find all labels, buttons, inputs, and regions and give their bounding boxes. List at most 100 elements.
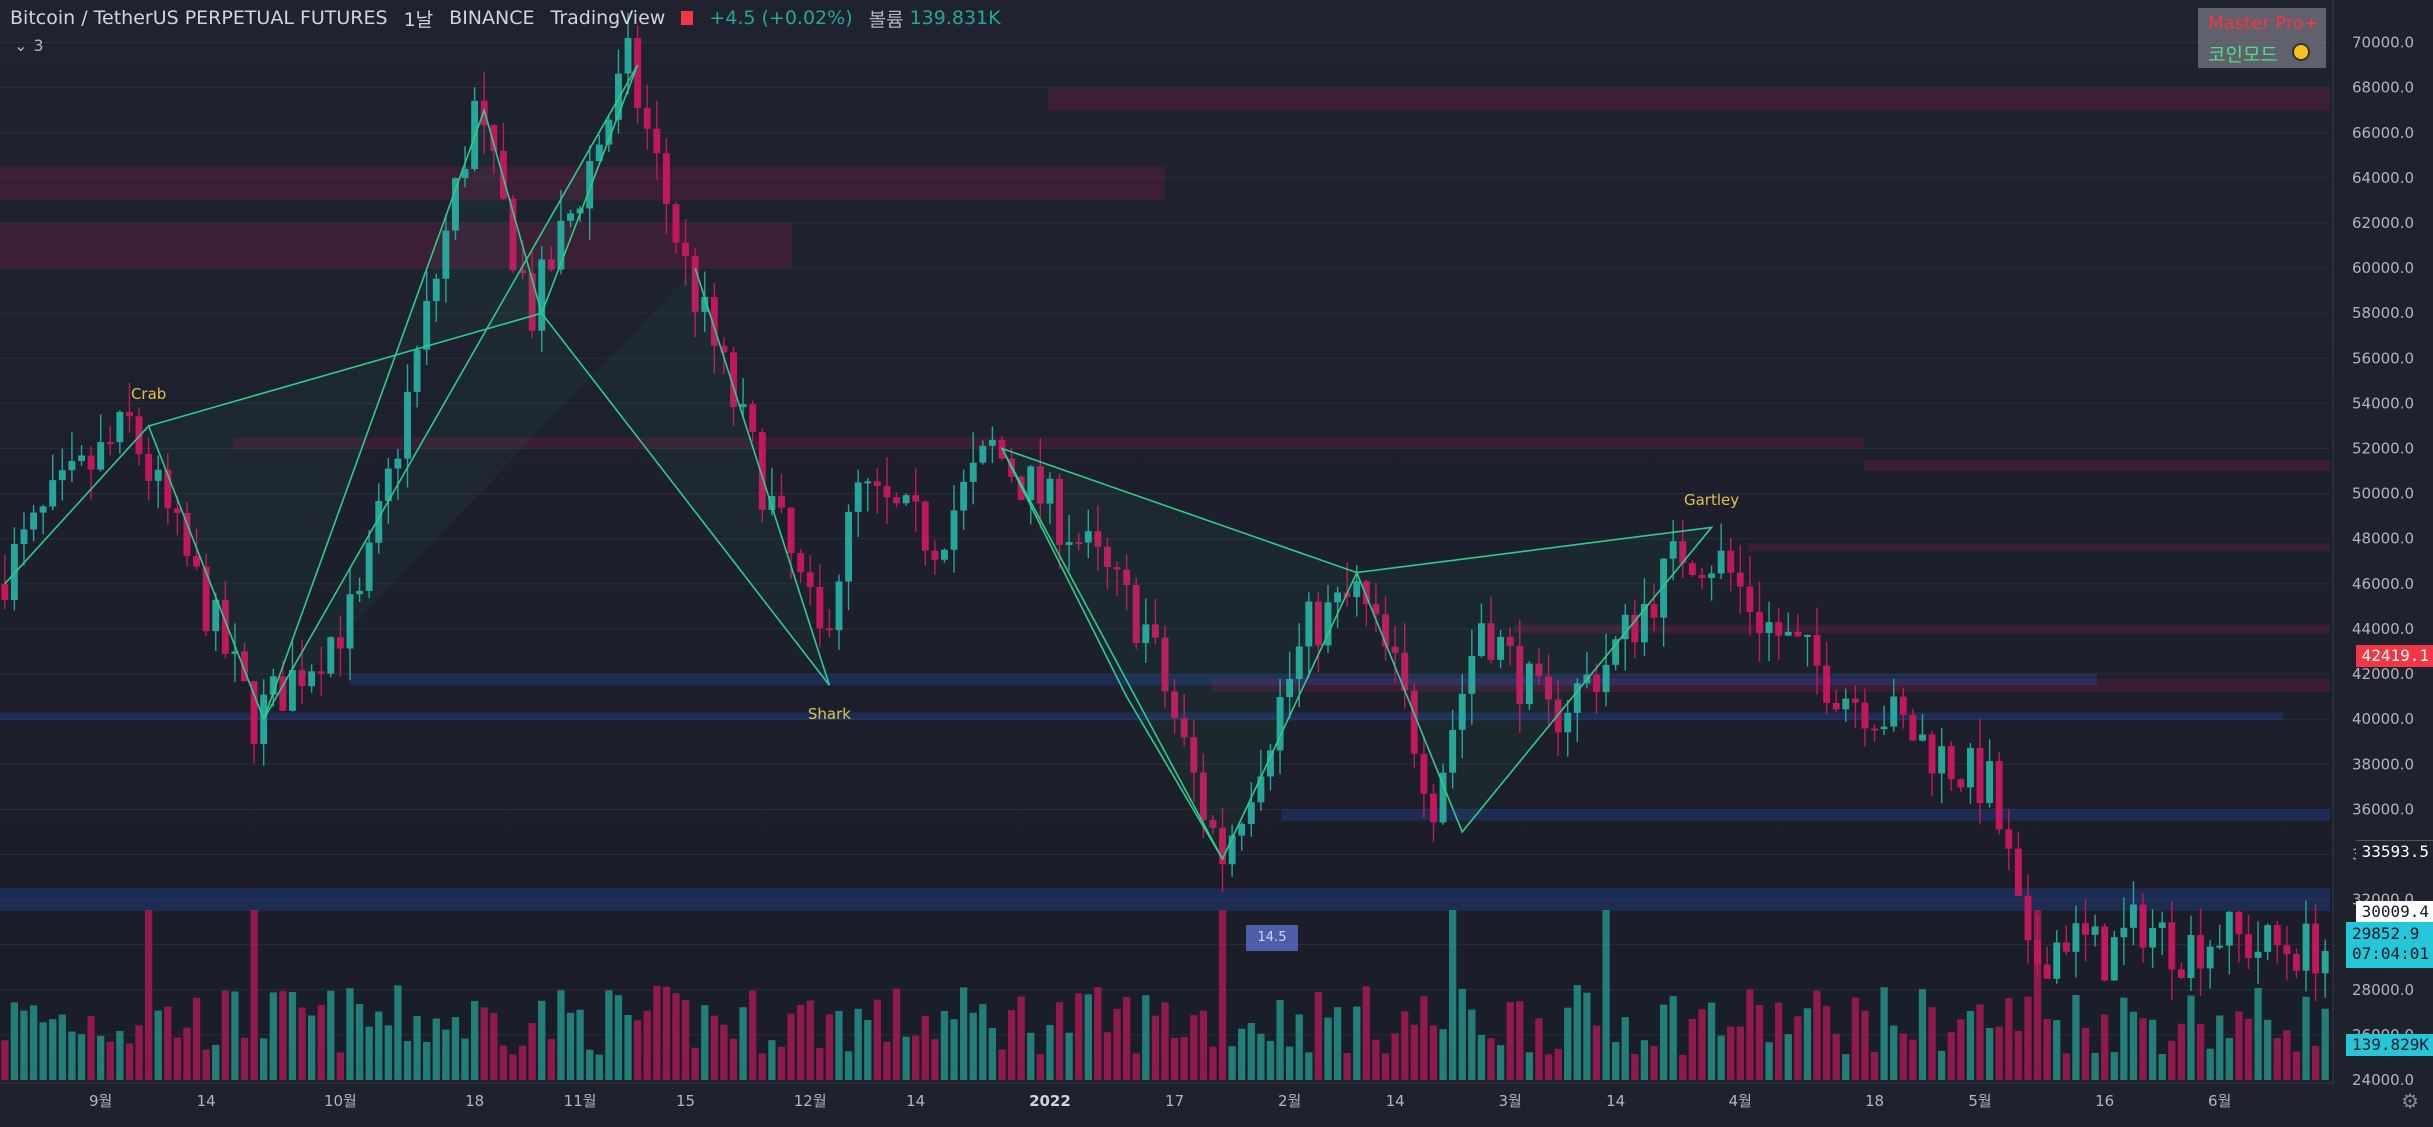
volume-bar xyxy=(1870,1051,1879,1080)
volume-bar xyxy=(413,1015,421,1080)
candle-body xyxy=(1851,698,1859,703)
candle-body xyxy=(2177,969,2185,978)
candle-body xyxy=(1727,550,1735,573)
volume-bar xyxy=(2283,1030,2291,1080)
volume-bar xyxy=(1938,1050,1946,1080)
candle-body xyxy=(269,676,277,695)
volume-bar xyxy=(701,1005,709,1080)
candle-body xyxy=(1919,734,1926,741)
gear-icon[interactable]: ⚙ xyxy=(2401,1089,2419,1113)
symbol-title[interactable]: Bitcoin / TetherUS PERPETUAL FUTURES xyxy=(10,7,388,29)
volume-bar xyxy=(1170,1037,1179,1080)
volume-bar xyxy=(442,1029,450,1080)
candle-body xyxy=(202,566,210,632)
volume-bar xyxy=(998,1049,1006,1080)
volume-bar xyxy=(614,995,623,1080)
volume-bar xyxy=(1094,987,1102,1080)
volume-bar xyxy=(355,1004,364,1080)
candle-body xyxy=(672,204,680,243)
candle-body xyxy=(1928,734,1936,774)
price-tick-label: 42000.0 xyxy=(2352,665,2414,683)
volume-bar xyxy=(586,1049,594,1080)
candle-body xyxy=(39,506,47,513)
volume-bar xyxy=(835,1010,843,1080)
volume-bar xyxy=(1065,1032,1073,1080)
volume-bar xyxy=(1410,1024,1418,1080)
candle-body xyxy=(730,352,737,408)
volume-bar xyxy=(1621,1017,1629,1080)
candle-body xyxy=(538,259,546,331)
candle-body xyxy=(1880,726,1888,730)
candle-body xyxy=(183,512,191,557)
volume-bar xyxy=(1487,1038,1495,1080)
candle-body xyxy=(787,507,795,554)
candle-body xyxy=(720,345,728,353)
candle-body xyxy=(864,481,872,484)
interval-label[interactable]: 1날 xyxy=(403,8,434,31)
flag-icon[interactable] xyxy=(681,11,694,25)
candle-body xyxy=(1832,702,1840,710)
indicators-toggle[interactable]: ⌄ 3 xyxy=(14,36,44,55)
time-tick-label: 14 xyxy=(197,1092,216,1110)
candle-body xyxy=(2264,925,2272,952)
volume-bar xyxy=(1084,994,1092,1080)
candle-body xyxy=(1353,581,1361,598)
candle-body xyxy=(758,432,766,510)
volume-bar xyxy=(365,1026,373,1080)
volume-bar xyxy=(1142,995,1150,1080)
candle-body xyxy=(595,144,603,162)
candle-body xyxy=(1756,611,1763,633)
candle-body xyxy=(1775,622,1783,636)
candle-body xyxy=(547,259,555,270)
price-tick-label: 44000.0 xyxy=(2352,620,2414,638)
volume-bar xyxy=(499,1045,508,1080)
candle-body xyxy=(499,150,507,199)
volume-bar xyxy=(1036,1054,1044,1080)
candle-body xyxy=(1525,663,1533,705)
supply-zone xyxy=(1747,543,2330,552)
candle-body xyxy=(1362,581,1370,605)
time-tick-label: 18 xyxy=(465,1092,484,1110)
volume-bar xyxy=(1544,1054,1553,1080)
candle-body xyxy=(2014,848,2022,896)
candle-body xyxy=(1247,802,1255,824)
volume-bar xyxy=(1180,1037,1188,1080)
volume-bar xyxy=(605,990,613,1080)
candle-body xyxy=(1267,750,1274,777)
volume-bar xyxy=(317,1005,325,1080)
volume-bar xyxy=(1458,988,1466,1080)
price-tick-label: 60000.0 xyxy=(2352,259,2414,277)
volume-bar xyxy=(633,1020,642,1080)
volume-bar xyxy=(470,1000,479,1080)
supply-zone xyxy=(1514,624,2330,634)
candle-body xyxy=(749,404,757,433)
price-tick-label: 24000.0 xyxy=(2352,1071,2414,1089)
candle-body xyxy=(528,273,536,331)
candle-body xyxy=(1803,634,1811,637)
pattern-label: Crab xyxy=(131,385,166,403)
candle-body xyxy=(1669,541,1677,559)
candle-body xyxy=(835,581,843,631)
candle-body xyxy=(960,481,968,511)
volume-bar xyxy=(2177,1023,2186,1080)
zones-layer xyxy=(0,87,2330,911)
candle-body xyxy=(423,301,431,350)
volume-bar xyxy=(2110,1052,2118,1080)
demand-zone xyxy=(0,712,2284,721)
volume-bar xyxy=(1401,1011,1409,1080)
volume-bar xyxy=(240,1037,249,1080)
candle-body xyxy=(125,411,133,417)
volume-bar xyxy=(1075,993,1083,1080)
candle-body xyxy=(519,270,527,274)
volume-bar xyxy=(2101,1014,2109,1080)
volume-bar xyxy=(327,990,335,1080)
volume-bar xyxy=(864,1019,872,1080)
percent-badge: 14.5 xyxy=(1246,925,1298,951)
price-tick-label: 68000.0 xyxy=(2352,79,2414,97)
candle-body xyxy=(135,416,143,455)
volume-bar xyxy=(1918,989,1927,1080)
volume-bar xyxy=(662,986,671,1080)
volume-bar xyxy=(1343,1053,1351,1080)
volume-bar xyxy=(2244,1018,2253,1080)
